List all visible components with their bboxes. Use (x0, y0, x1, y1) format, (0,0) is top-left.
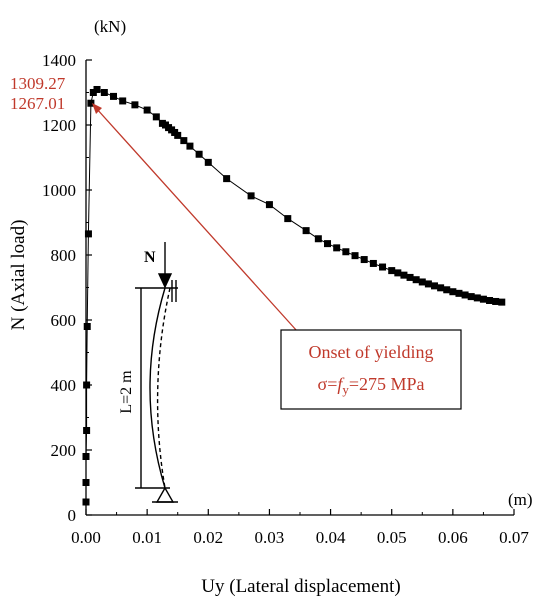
data-point (152, 113, 160, 121)
x-tick-label: 0.01 (132, 528, 162, 547)
data-point (360, 256, 368, 264)
y-tick-label: 600 (51, 311, 77, 330)
data-point (431, 282, 439, 290)
inset-load-label: N (144, 249, 156, 266)
data-point (284, 215, 292, 223)
data-point (204, 158, 212, 166)
annotation-line1: Onset of yielding (309, 342, 434, 362)
y-tick-label: 200 (51, 441, 77, 460)
data-point (461, 291, 469, 299)
data-point (467, 293, 475, 301)
x-unit-label: (m) (508, 490, 533, 509)
data-point (82, 498, 90, 506)
data-point (342, 248, 350, 256)
data-point (100, 89, 108, 96)
data-point (388, 267, 396, 275)
y-tick-label: 400 (51, 376, 77, 395)
load-arrow-head (157, 273, 173, 289)
x-tick-label: 0.06 (438, 528, 468, 547)
data-point (195, 150, 203, 158)
deflected-shape (149, 287, 166, 489)
data-point (498, 298, 506, 306)
y-tick-label: 1200 (42, 116, 76, 135)
value-label-yield: 1267.01 (10, 94, 65, 113)
data-point (443, 286, 451, 294)
x-tick-label: 0.02 (193, 528, 223, 547)
data-point (87, 99, 95, 107)
data-point (302, 227, 310, 235)
annotation-box (280, 329, 462, 410)
data-point (110, 92, 118, 100)
annotation-line2: σ=fy=275 MPa (317, 374, 424, 397)
data-point (473, 294, 481, 302)
x-axis-title: Uy (Lateral displacement) (201, 576, 400, 597)
data-point (400, 271, 408, 279)
data-point (84, 230, 92, 238)
y-tick-label: 1000 (42, 181, 76, 200)
data-point (93, 85, 101, 93)
data-point (333, 244, 341, 252)
data-point (369, 259, 377, 267)
data-point (437, 284, 445, 292)
y-tick-label: 800 (51, 246, 77, 265)
y-tick-label: 1400 (42, 51, 76, 70)
data-point (180, 137, 188, 145)
y-tick-label: 0 (68, 506, 77, 525)
inset-length-label: L=2 m (118, 370, 135, 414)
data-point (83, 381, 91, 389)
data-point (83, 323, 91, 330)
column-sketch (135, 242, 178, 503)
data-point (424, 280, 432, 288)
data-series (82, 85, 506, 506)
data-point (324, 240, 332, 248)
x-tick-label: 0.03 (255, 528, 285, 547)
data-point (223, 175, 231, 183)
data-point (265, 201, 273, 209)
data-point (83, 427, 91, 434)
value-label-peak: 1309.27 (10, 74, 66, 93)
x-tick-label: 0.07 (499, 528, 529, 547)
data-point (314, 235, 322, 243)
data-point (82, 453, 90, 460)
tick-labels: 0.00 0.01 0.02 0.03 0.04 0.05 0.06 0.07 0 200 400 6… (42, 51, 529, 547)
data-point (82, 479, 90, 486)
data-point (89, 89, 97, 96)
data-point (394, 269, 402, 277)
y-unit-label: (kN) (94, 17, 126, 36)
data-point (247, 192, 255, 200)
data-point (143, 106, 151, 114)
x-tick-label: 0.04 (316, 528, 346, 547)
data-point (418, 278, 426, 286)
x-tick-label: 0.05 (377, 528, 407, 547)
x-tick-label: 0.00 (71, 528, 101, 547)
data-point (412, 276, 420, 284)
y-axis-title: N (Axial load) (8, 220, 29, 331)
data-point (186, 142, 194, 150)
data-point (479, 295, 487, 303)
data-point (455, 289, 463, 297)
data-point (406, 273, 414, 281)
data-point (131, 101, 139, 109)
data-point (486, 297, 494, 304)
data-point (174, 131, 182, 139)
data-point (351, 252, 359, 260)
data-point (119, 97, 127, 105)
data-point (449, 288, 457, 296)
annotation-arrowhead (92, 103, 102, 114)
annotation-arrow-line (95, 107, 298, 332)
original-shape-dashed (156, 287, 171, 489)
data-point (379, 263, 387, 271)
data-point (492, 297, 500, 305)
